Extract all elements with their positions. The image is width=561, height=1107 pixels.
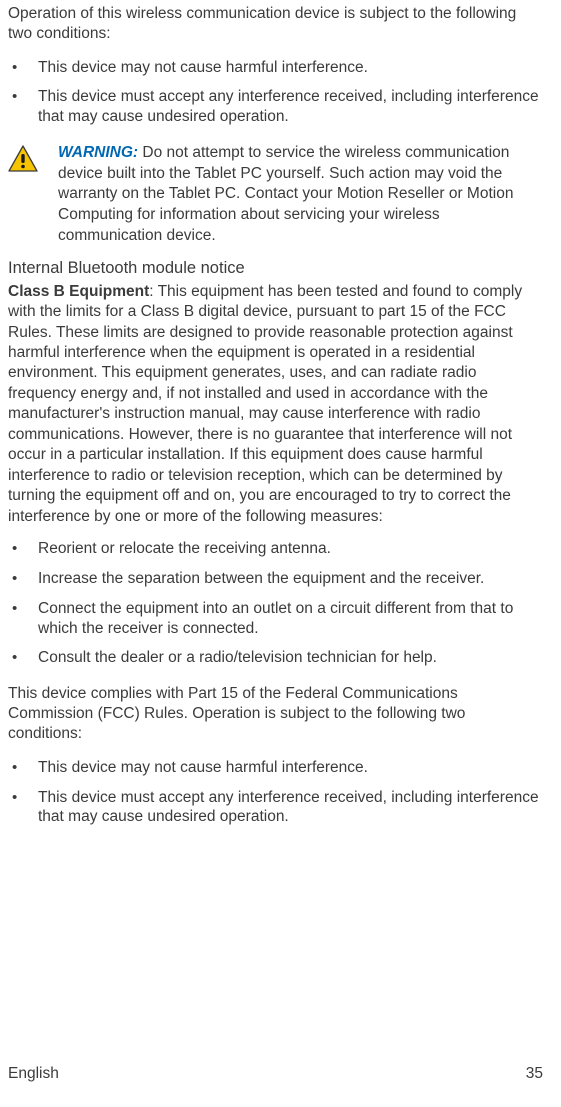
compliance-paragraph: This device complies with Part 15 of the… [8, 684, 543, 743]
list-item: This device may not cause harmful interf… [8, 54, 543, 84]
list-item: This device may not cause harmful interf… [8, 754, 543, 784]
warning-bang-dot [21, 165, 25, 169]
footer-language: English [8, 1065, 59, 1083]
intro-bullet-list: This device may not cause harmful interf… [8, 54, 543, 133]
footer-page-number: 35 [526, 1065, 543, 1083]
class-b-label: Class B Equipment [8, 283, 149, 300]
compliance-bullets: This device may not cause harmful interf… [8, 754, 543, 833]
page-footer: English 35 [8, 1065, 543, 1083]
warning-label: WARNING: [58, 144, 138, 161]
bluetooth-body: Class B Equipment: This equipment has be… [8, 282, 543, 527]
list-item: Connect the equipment into an outlet on … [8, 595, 543, 645]
warning-text: WARNING: Do not attempt to service the w… [58, 143, 543, 246]
bluetooth-heading: Internal Bluetooth module notice [8, 258, 543, 279]
list-item: This device must accept any interference… [8, 83, 543, 133]
list-item: Consult the dealer or a radio/television… [8, 644, 543, 674]
intro-paragraph: Operation of this wireless communication… [8, 4, 543, 44]
list-item: This device must accept any interference… [8, 784, 543, 834]
list-item: Increase the separation between the equi… [8, 565, 543, 595]
class-b-body: : This equipment has been tested and fou… [8, 283, 522, 525]
list-item: Reorient or relocate the receiving anten… [8, 535, 543, 565]
warning-triangle-icon [8, 145, 38, 177]
warning-block: WARNING: Do not attempt to service the w… [8, 143, 543, 246]
warning-bang-bar [21, 154, 24, 163]
measures-list: Reorient or relocate the receiving anten… [8, 535, 543, 674]
